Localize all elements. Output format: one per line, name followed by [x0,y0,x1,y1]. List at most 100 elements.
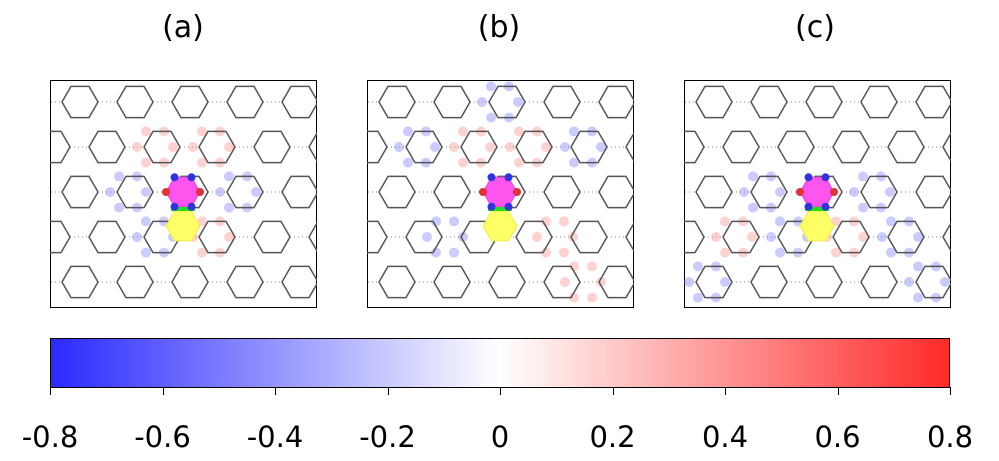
hexagon-ring [684,220,705,254]
hexagon-ring [116,85,154,119]
hexagon-ring [695,265,733,299]
hexagon-ring [832,220,870,254]
charge-halo [693,261,703,272]
charge-halo [775,247,785,258]
colorbar-tick-label: 0 [490,420,510,454]
hexagon-ring [61,265,99,299]
charge-halo [877,232,887,242]
charge-halo [886,247,896,258]
charge-halo [775,187,785,197]
charge-halo [560,142,570,152]
panel-label-b: (b) [477,10,521,45]
atom-dot [479,188,487,196]
charge-halo [858,202,868,213]
yellow-ring [165,210,201,242]
hexagon-ring [50,130,71,164]
hexagon-ring [143,130,181,164]
lattice-plot-b [367,80,634,308]
charge-halo [449,142,459,152]
hexagon-ring [750,85,788,119]
hexagon-ring [198,130,236,164]
hexagon-ring [226,175,264,209]
colorbar-tick-label: 0.2 [589,420,636,454]
charge-halo [559,216,569,227]
charge-halo [505,142,515,152]
hexagon-ring [488,265,526,299]
hexagon-ring [378,85,416,119]
hexagon-ring [543,265,581,299]
atom-dot [170,202,179,211]
charge-halo [486,112,496,123]
charge-halo [403,126,413,137]
charge-halo [569,126,579,137]
lattice-plot-c [684,80,951,308]
charge-halo [197,126,207,137]
colorbar-tick-label: 0.4 [701,420,749,454]
colorbar-tick [387,387,389,395]
charge-halo [513,97,523,107]
colorbar-tick-label: -0.6 [134,420,191,454]
charge-halo [141,216,151,227]
yellow-ring [482,210,518,242]
charge-halo [458,126,468,137]
colorbar-tick [612,387,614,395]
charge-halo [849,187,859,197]
hexagon-ring [433,85,471,119]
charge-halo [541,216,551,227]
charge-halo [458,232,468,242]
atom-dot [804,202,813,211]
charge-halo [188,142,198,152]
charge-halo [168,142,178,152]
charge-halo [114,202,124,213]
lattice-panel-b [367,80,634,308]
charge-halo [587,261,597,272]
charge-halo [913,261,923,272]
charge-halo [569,261,579,272]
charge-halo [569,157,579,168]
hexagon-ring [226,85,264,119]
charge-halo [141,157,151,168]
hexagon-ring [942,131,951,163]
charge-halo [141,126,151,137]
hexagon-ring [281,85,317,119]
hexagon-ring [860,85,898,119]
atom-dot [796,188,804,196]
colorbar-tick-label: -0.2 [359,420,416,454]
hexagon-ring [805,85,843,119]
hexagon-ring [543,85,581,119]
hexagon-ring [915,85,951,119]
charge-halo [559,247,569,258]
charge-halo [224,171,234,182]
charge-halo [747,232,757,242]
charge-halo [596,277,606,287]
colorbar-tick [950,387,951,395]
charge-halo [693,292,703,303]
lattice-panel-c [684,80,951,308]
atom-dot [170,173,179,182]
hexagon-ring [805,265,843,299]
charge-halo [720,216,730,227]
hexagon-ring [61,175,99,209]
panel-label-c: (c) [795,10,835,45]
charge-halo [739,187,749,197]
hexagon-ring [915,175,951,209]
hexagon-ring [722,130,760,164]
colorbar-tick [500,387,501,395]
charge-halo [449,247,459,258]
hexagon-ring [253,220,291,254]
charge-halo [587,292,597,303]
colorbar-tick [50,387,51,395]
charge-halo [141,187,151,197]
hexagon-ring [50,220,71,254]
hexagon-ring [226,265,264,299]
atom-dot [804,173,813,182]
charge-halo [748,202,758,213]
hexagon-ring [570,220,608,254]
hexagon-ring [433,265,471,299]
atom-dot [821,173,830,182]
atom-dot [187,173,196,182]
hexagon-ring [281,265,317,299]
hexagon-ring [695,85,733,119]
hexagon-ring [308,221,317,253]
hexagon-ring [625,131,634,163]
